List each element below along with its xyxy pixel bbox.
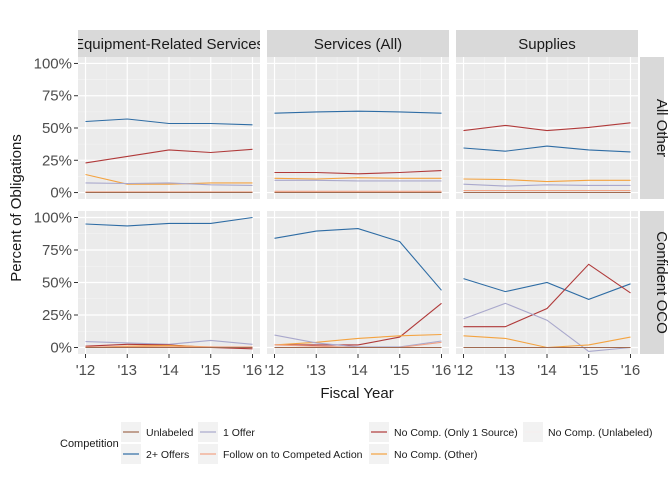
y-tick-label: 25% [42,307,72,324]
x-tick-label: '16 [432,362,452,379]
y-tick-label: 100% [34,210,72,227]
panel-lines-1-2 [463,263,631,352]
x-tick-label: '12 [76,362,96,379]
legend-label-unlabeled: Unlabeled [146,427,193,439]
x-tick-label: '13 [117,362,137,379]
series-line-2-offers [463,278,631,300]
panel-lines-0-0 [85,118,253,194]
series-line-2-offers [274,228,442,291]
column-strip [267,30,449,57]
y-tick-label: 75% [42,242,72,259]
column-strip-label: Equipment-Related Services [74,36,264,53]
series-line-2-offers [85,216,253,227]
series-line-1-offer [274,179,442,182]
x-tick-label: '14 [348,362,368,379]
row-strip [640,57,664,199]
y-tick-label: 50% [42,120,72,137]
series-line-no-comp-only-1-source [85,148,253,164]
panel-lines-0-2 [463,122,631,194]
legend-label-follow-on-to-competed-action: Follow on to Competed Action [223,449,363,461]
legend-label-no-comp-unlabeled: No Comp. (Unlabeled) [548,427,652,439]
y-tick-label: 0% [50,185,72,202]
series-line-2-offers [463,145,631,153]
series-line-1-offer [463,183,631,187]
series-line-1-offer [85,339,253,345]
y-tick-label: 50% [42,275,72,292]
series-line-no-comp-other [85,173,253,185]
panel-lines-1-1 [274,228,442,349]
x-axis-title: Fiscal Year [320,385,393,402]
row-strip [640,211,664,354]
legend-title: Competition [60,438,119,450]
series-line-1-offer [85,182,253,186]
y-tick-label: 0% [50,340,72,357]
series-line-no-comp-only-1-source [463,122,631,132]
series-line-no-comp-only-1-source [274,170,442,175]
x-tick-label: '15 [390,362,410,379]
y-tick-label: 100% [34,55,72,72]
x-tick-label: '16 [621,362,641,379]
y-axis-title: Percent of Obligations [8,134,25,282]
y-tick-label: 75% [42,88,72,105]
panel-lines-1-0 [85,216,253,350]
x-tick-label: '14 [537,362,557,379]
x-tick-label: '14 [159,362,179,379]
series-line-no-comp-only-1-source [463,263,631,328]
series-line-no-comp-other [274,333,442,346]
series-line-1-offer [274,334,442,348]
legend-label-no-comp-only-1-source: No Comp. (Only 1 Source) [394,427,518,439]
series-line-no-comp-other [274,177,442,180]
series-line-2-offers [85,118,253,126]
column-strip [456,30,638,57]
series-line-no-comp-other [463,178,631,183]
panel-lines-0-1 [274,110,442,194]
series-line-2-offers [274,110,442,114]
x-tick-label: '12 [454,362,474,379]
column-strip [78,30,260,57]
x-tick-label: '15 [579,362,599,379]
y-tick-label: 25% [42,152,72,169]
series-line-1-offer [463,302,631,352]
row-strip-label: All Other [653,99,670,157]
legend-label-2-offers: 2+ Offers [146,449,189,461]
x-tick-label: '15 [201,362,221,379]
x-tick-label: '16 [243,362,263,379]
x-tick-label: '13 [495,362,515,379]
x-tick-label: '12 [265,362,285,379]
legend-label-no-comp-other: No Comp. (Other) [394,449,477,461]
column-strip-label: Supplies [518,36,576,53]
legend-label-1-offer: 1 Offer [223,427,255,439]
series-line-no-comp-only-1-source [274,302,442,346]
row-strip-label: Confident OCO [653,231,670,334]
column-strip-label: Services (All) [314,36,402,53]
x-tick-label: '13 [306,362,326,379]
